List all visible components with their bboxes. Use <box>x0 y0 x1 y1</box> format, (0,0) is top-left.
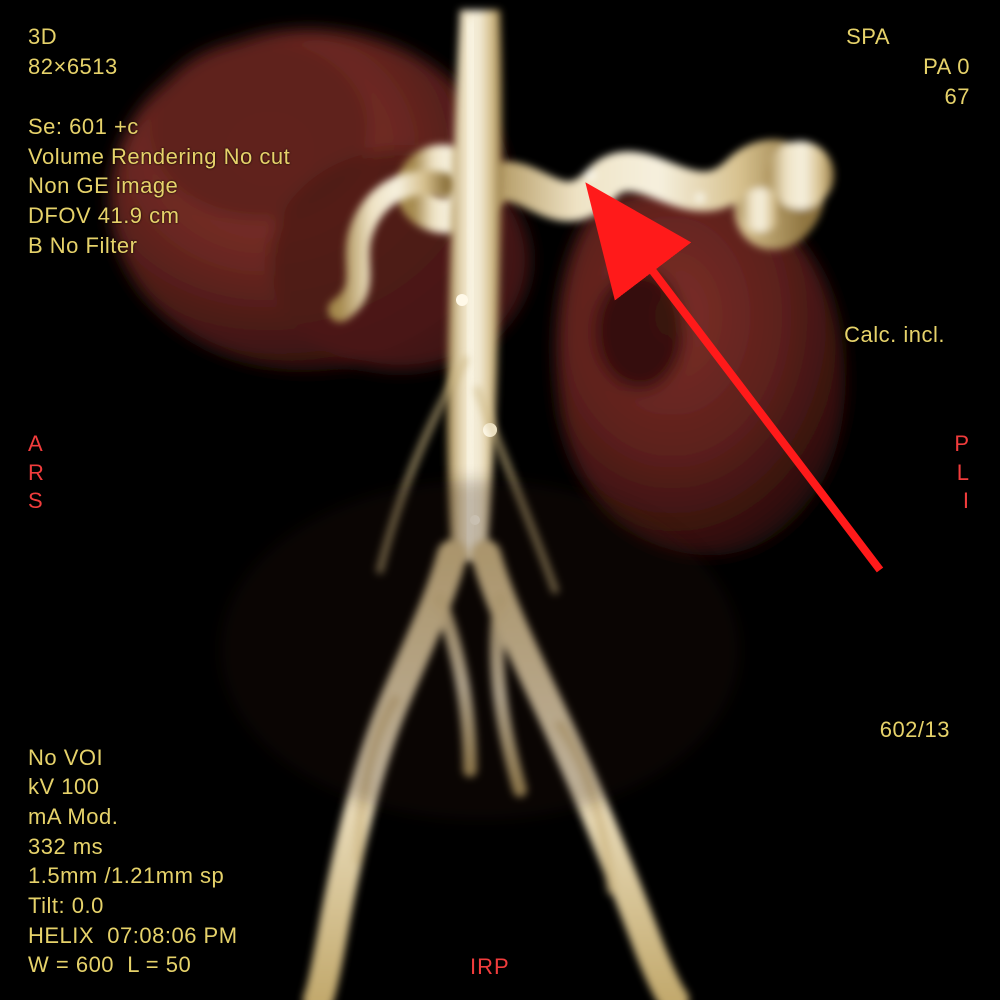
view-mode-label: 3D 82×6513 <box>28 22 118 81</box>
orientation-bottom: IRP <box>470 954 510 980</box>
ct-3d-viewport[interactable]: 3D 82×6513 Se: 601 +c Volume Rendering N… <box>0 0 1000 1000</box>
top-right-label-a: SPA <box>846 22 890 52</box>
top-right-label-b: PA 0 67 <box>923 52 970 111</box>
soft-tissue-haze <box>220 480 740 820</box>
image-index-label: 602/13 <box>880 715 950 745</box>
orientation-left: A R S <box>28 430 45 516</box>
orientation-right: P L I <box>954 430 970 516</box>
calc-incl-label: Calc. incl. <box>844 320 945 350</box>
protocol-info-label: Se: 601 +c Volume Rendering No cut Non G… <box>28 112 290 260</box>
acquisition-params-label: No VOI kV 100 mA Mod. 332 ms 1.5mm /1.21… <box>28 743 238 981</box>
